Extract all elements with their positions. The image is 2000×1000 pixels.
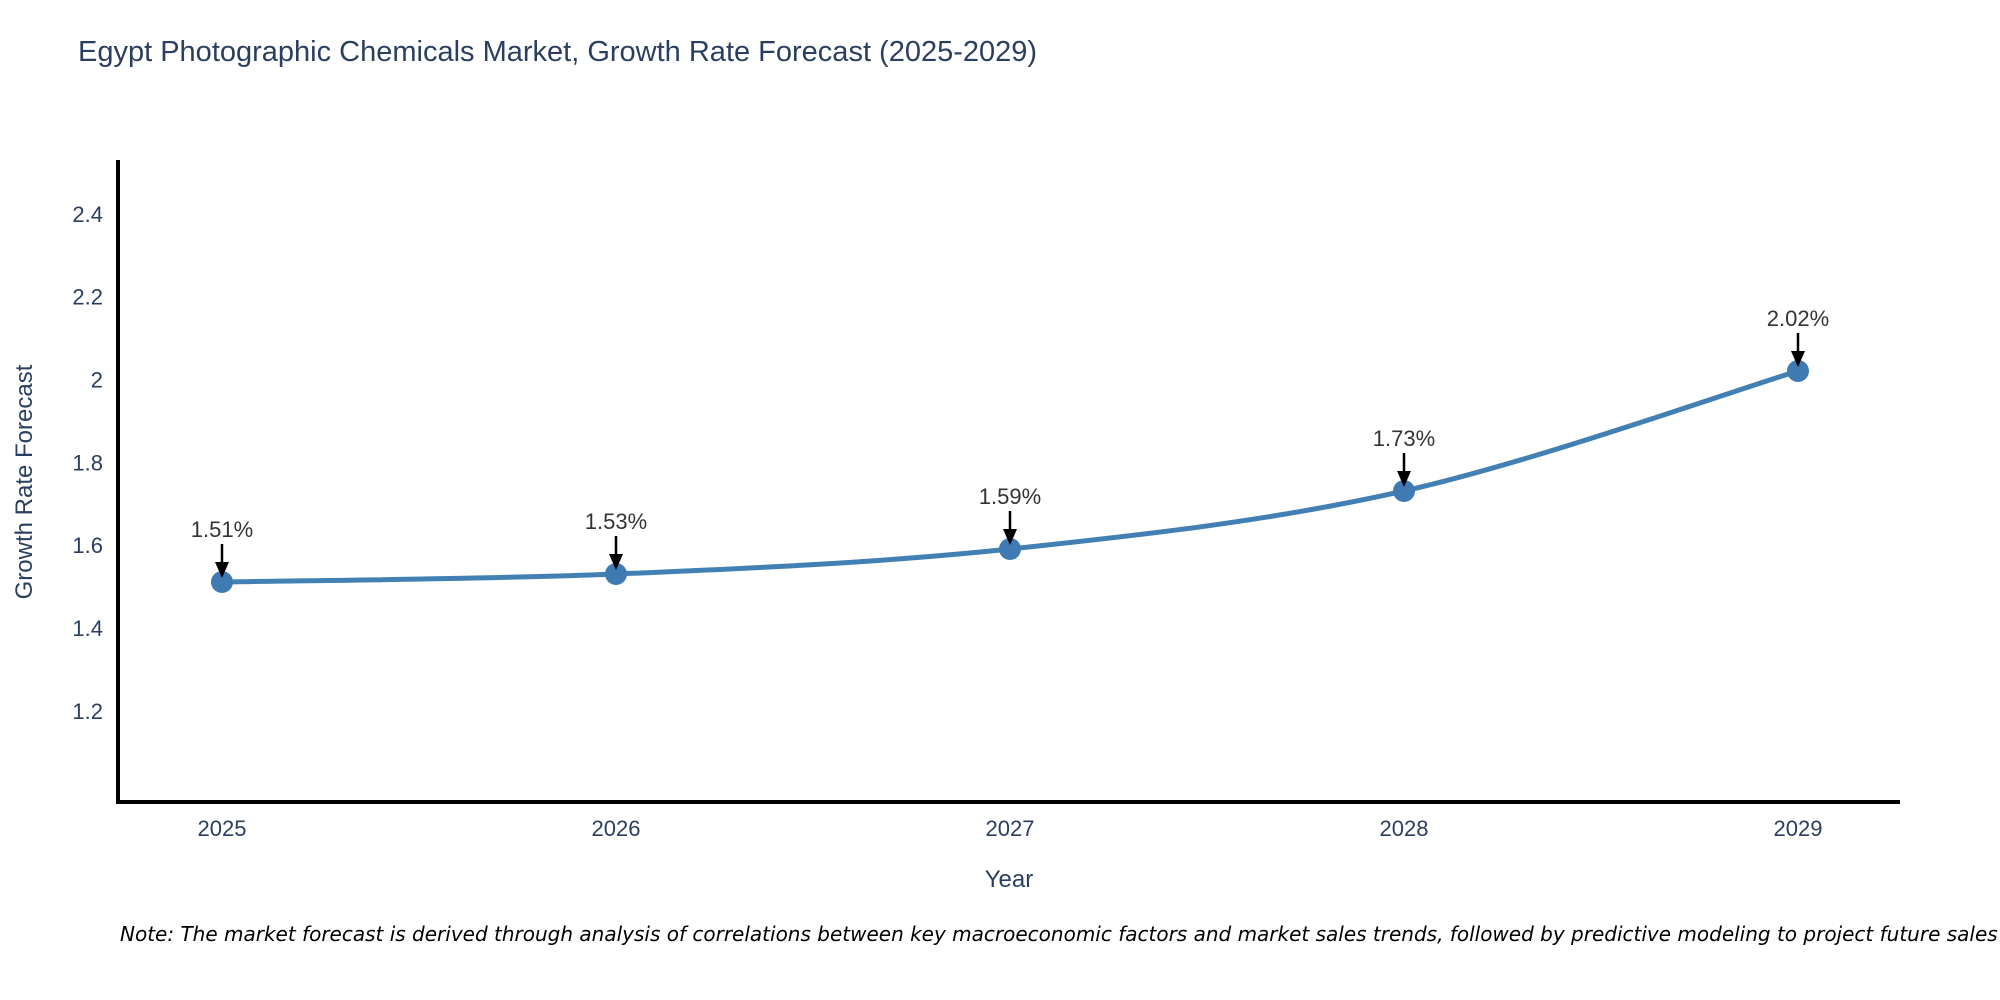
y-tick-label: 1.6 — [72, 533, 103, 558]
y-tick-label: 1.2 — [72, 699, 103, 724]
annotation-arrow-head — [1003, 529, 1017, 545]
data-point-label: 1.53% — [585, 509, 647, 534]
footnote: Note: The market forecast is derived thr… — [120, 922, 1998, 946]
y-tick-label: 2 — [91, 368, 103, 393]
data-point-marker — [211, 571, 233, 593]
data-point-label: 1.59% — [979, 484, 1041, 509]
data-point-label: 1.51% — [191, 517, 253, 542]
y-tick-label: 1.8 — [72, 450, 103, 475]
y-tick-label: 2.4 — [72, 202, 103, 227]
annotation-arrow-head — [1791, 351, 1805, 367]
annotation-arrow-head — [215, 562, 229, 578]
data-point-label: 1.73% — [1373, 426, 1435, 451]
x-tick-label: 2027 — [986, 816, 1035, 841]
x-tick-label: 2029 — [1774, 816, 1823, 841]
x-tick-label: 2025 — [198, 816, 247, 841]
x-tick-label: 2028 — [1380, 816, 1429, 841]
annotation-arrow-head — [609, 554, 623, 570]
y-tick-label: 2.2 — [72, 285, 103, 310]
data-point-label: 2.02% — [1767, 306, 1829, 331]
data-point-marker — [999, 538, 1021, 560]
data-point-marker — [1787, 360, 1809, 382]
annotation-arrow-head — [1397, 471, 1411, 487]
data-point-marker — [1393, 480, 1415, 502]
data-point-marker — [605, 563, 627, 585]
x-axis-title: Year — [984, 866, 1034, 893]
x-tick-label: 2026 — [592, 816, 641, 841]
chart-title: Egypt Photographic Chemicals Market, Gro… — [78, 36, 1038, 68]
y-tick-label: 1.4 — [72, 616, 103, 641]
